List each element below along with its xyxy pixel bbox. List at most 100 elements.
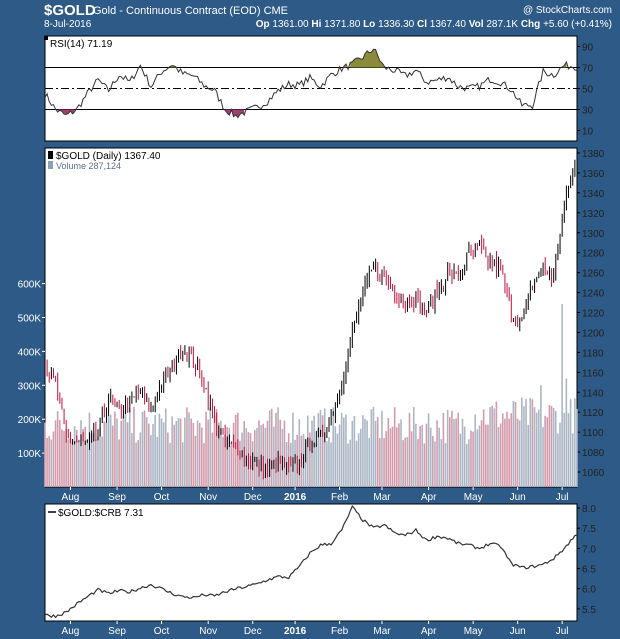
volume-bar [201,427,203,487]
volume-bar [167,432,169,487]
volume-bar [58,419,61,487]
volume-bar [107,415,110,487]
x-tick-label: Dec [244,492,262,503]
volume-bar [232,422,235,487]
volume-bar [436,420,438,487]
rsi-line [44,48,577,119]
volume-bar [111,425,114,487]
volume-bar [141,412,144,487]
volume-bar [355,440,358,487]
x-tick-label: Jul [556,492,569,503]
volume-bar [309,432,311,487]
volume-bar [459,433,462,487]
volume-bar [169,442,171,487]
volume-bar [330,442,332,487]
volume-bar [266,420,269,487]
volume-bar [552,407,555,487]
y-tick-label: 8.0 [582,504,596,515]
volume-bar [381,410,383,487]
symbol-title: $GOLD [44,2,96,19]
volume-bar [576,408,578,487]
volume-bar [190,418,192,487]
x-tick-label: Sep [108,626,126,637]
volume-bar [86,440,89,487]
volume-bar [446,409,449,487]
volume-bar [366,420,368,487]
volume-bar [349,439,351,487]
volume-bar [54,420,57,487]
y-tick-label: 7.5 [582,524,596,535]
volume-bar [317,413,320,487]
volume-bar [523,406,525,487]
volume-bar [440,439,443,487]
volume-tick-label: 500K [18,314,42,325]
y-tick-label: 1060 [582,468,605,479]
volume-bar [455,418,457,487]
volume-bar [239,440,241,487]
volume-bar [499,423,502,487]
volume-bar [222,436,224,487]
x-tick-label: Aug [62,626,80,637]
x-tick-label: Feb [331,492,349,503]
volume-bar [372,406,375,487]
volume-bar [438,427,440,487]
volume-bar [78,440,80,487]
volume-legend-label: Volume 287,124 [56,161,121,171]
volume-bar [209,407,212,487]
x-tick-label: Mar [373,492,391,503]
volume-bar [162,422,165,487]
volume-bar [84,426,87,487]
y-tick-label: 10 [582,127,594,138]
volume-bar [160,418,163,487]
x-tick-label: Oct [154,492,170,503]
volume-bar [99,427,101,487]
volume-bar [258,420,260,487]
volume-bar [230,442,233,487]
volume-bar [406,437,409,487]
y-tick-label: 70 [582,64,594,75]
volume-bar [415,423,417,487]
ratio-line [44,505,578,619]
y-tick-label: 6.5 [582,565,596,576]
volume-bar [423,443,426,487]
volume-bar [292,412,294,487]
volume-bar [131,433,133,487]
volume-bar [275,412,277,487]
volume-bar [71,441,74,487]
y-tick-label: 1300 [582,229,605,240]
volume-bar [347,443,349,487]
low-value: 1336.30 [378,19,415,30]
volume-bar [205,411,207,487]
volume-bar [126,422,129,487]
volume-bar [389,428,392,487]
ratio-x-axis: Aug Sep Oct Nov Dec 2016 Feb Mar Apr May Jun Jul [62,621,569,637]
y-tick-label: 1240 [582,289,605,300]
volume-bar [400,419,402,487]
volume-bar [128,407,131,487]
volume-bar [196,420,199,487]
volume-bar [465,443,468,487]
y-tick-label: 1140 [582,388,604,399]
volume-bar [510,413,513,487]
volume-bar [508,418,510,487]
volume-bar [75,429,78,487]
close-label: Cl [417,19,427,30]
volume-bar [139,432,142,487]
volume-bar [353,416,356,487]
volume-bar [402,440,404,487]
volume-bar [516,418,519,487]
volume-bar [448,417,451,487]
quote-line: Op 1361.00 Hi 1371.80 Lo 1336.30 Cl 1367… [256,19,612,30]
volume-bar [463,426,466,487]
volume-bar [323,408,326,487]
volume-bar [533,407,536,487]
volume-bar [120,420,123,487]
volume-bar [50,439,53,487]
volume-bar [326,441,328,487]
volume-bar [82,428,84,487]
x-tick-label: Jul [556,626,569,637]
volume-bar [482,409,485,487]
x-tick-label: May [464,626,483,637]
volume-bar [143,410,146,487]
